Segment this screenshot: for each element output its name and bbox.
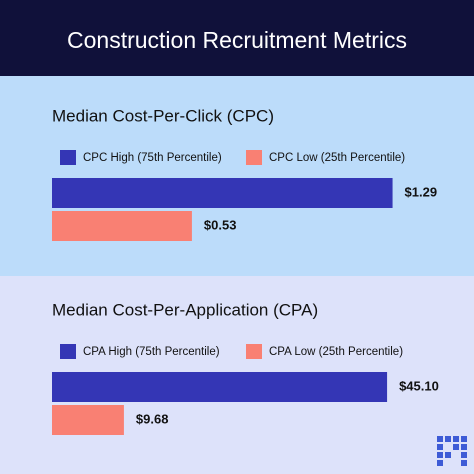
legend-swatch — [60, 150, 76, 165]
value-label: $9.68 — [136, 411, 169, 426]
bar — [52, 211, 192, 241]
bar — [52, 372, 388, 402]
legend-swatch — [246, 344, 262, 359]
page-title: Construction Recruitment Metrics — [67, 27, 407, 53]
logo — [437, 436, 467, 466]
legend-label: CPC High (75th Percentile) — [83, 152, 222, 164]
legend-swatch — [246, 150, 262, 165]
legend-swatch — [60, 344, 76, 359]
bar — [52, 178, 393, 208]
value-label: $1.29 — [405, 184, 438, 199]
value-label: $0.53 — [204, 217, 237, 232]
legend-label: CPA High (75th Percentile) — [83, 346, 220, 358]
section-band — [0, 76, 474, 276]
legend-label: CPC Low (25th Percentile) — [269, 152, 405, 164]
value-label: $45.10 — [399, 378, 439, 393]
bar — [52, 405, 124, 435]
chart-title: Median Cost-Per-Application (CPA) — [52, 300, 318, 319]
header-band — [0, 0, 474, 76]
legend-label: CPA Low (25th Percentile) — [269, 346, 403, 358]
chart-title: Median Cost-Per-Click (CPC) — [52, 106, 274, 125]
